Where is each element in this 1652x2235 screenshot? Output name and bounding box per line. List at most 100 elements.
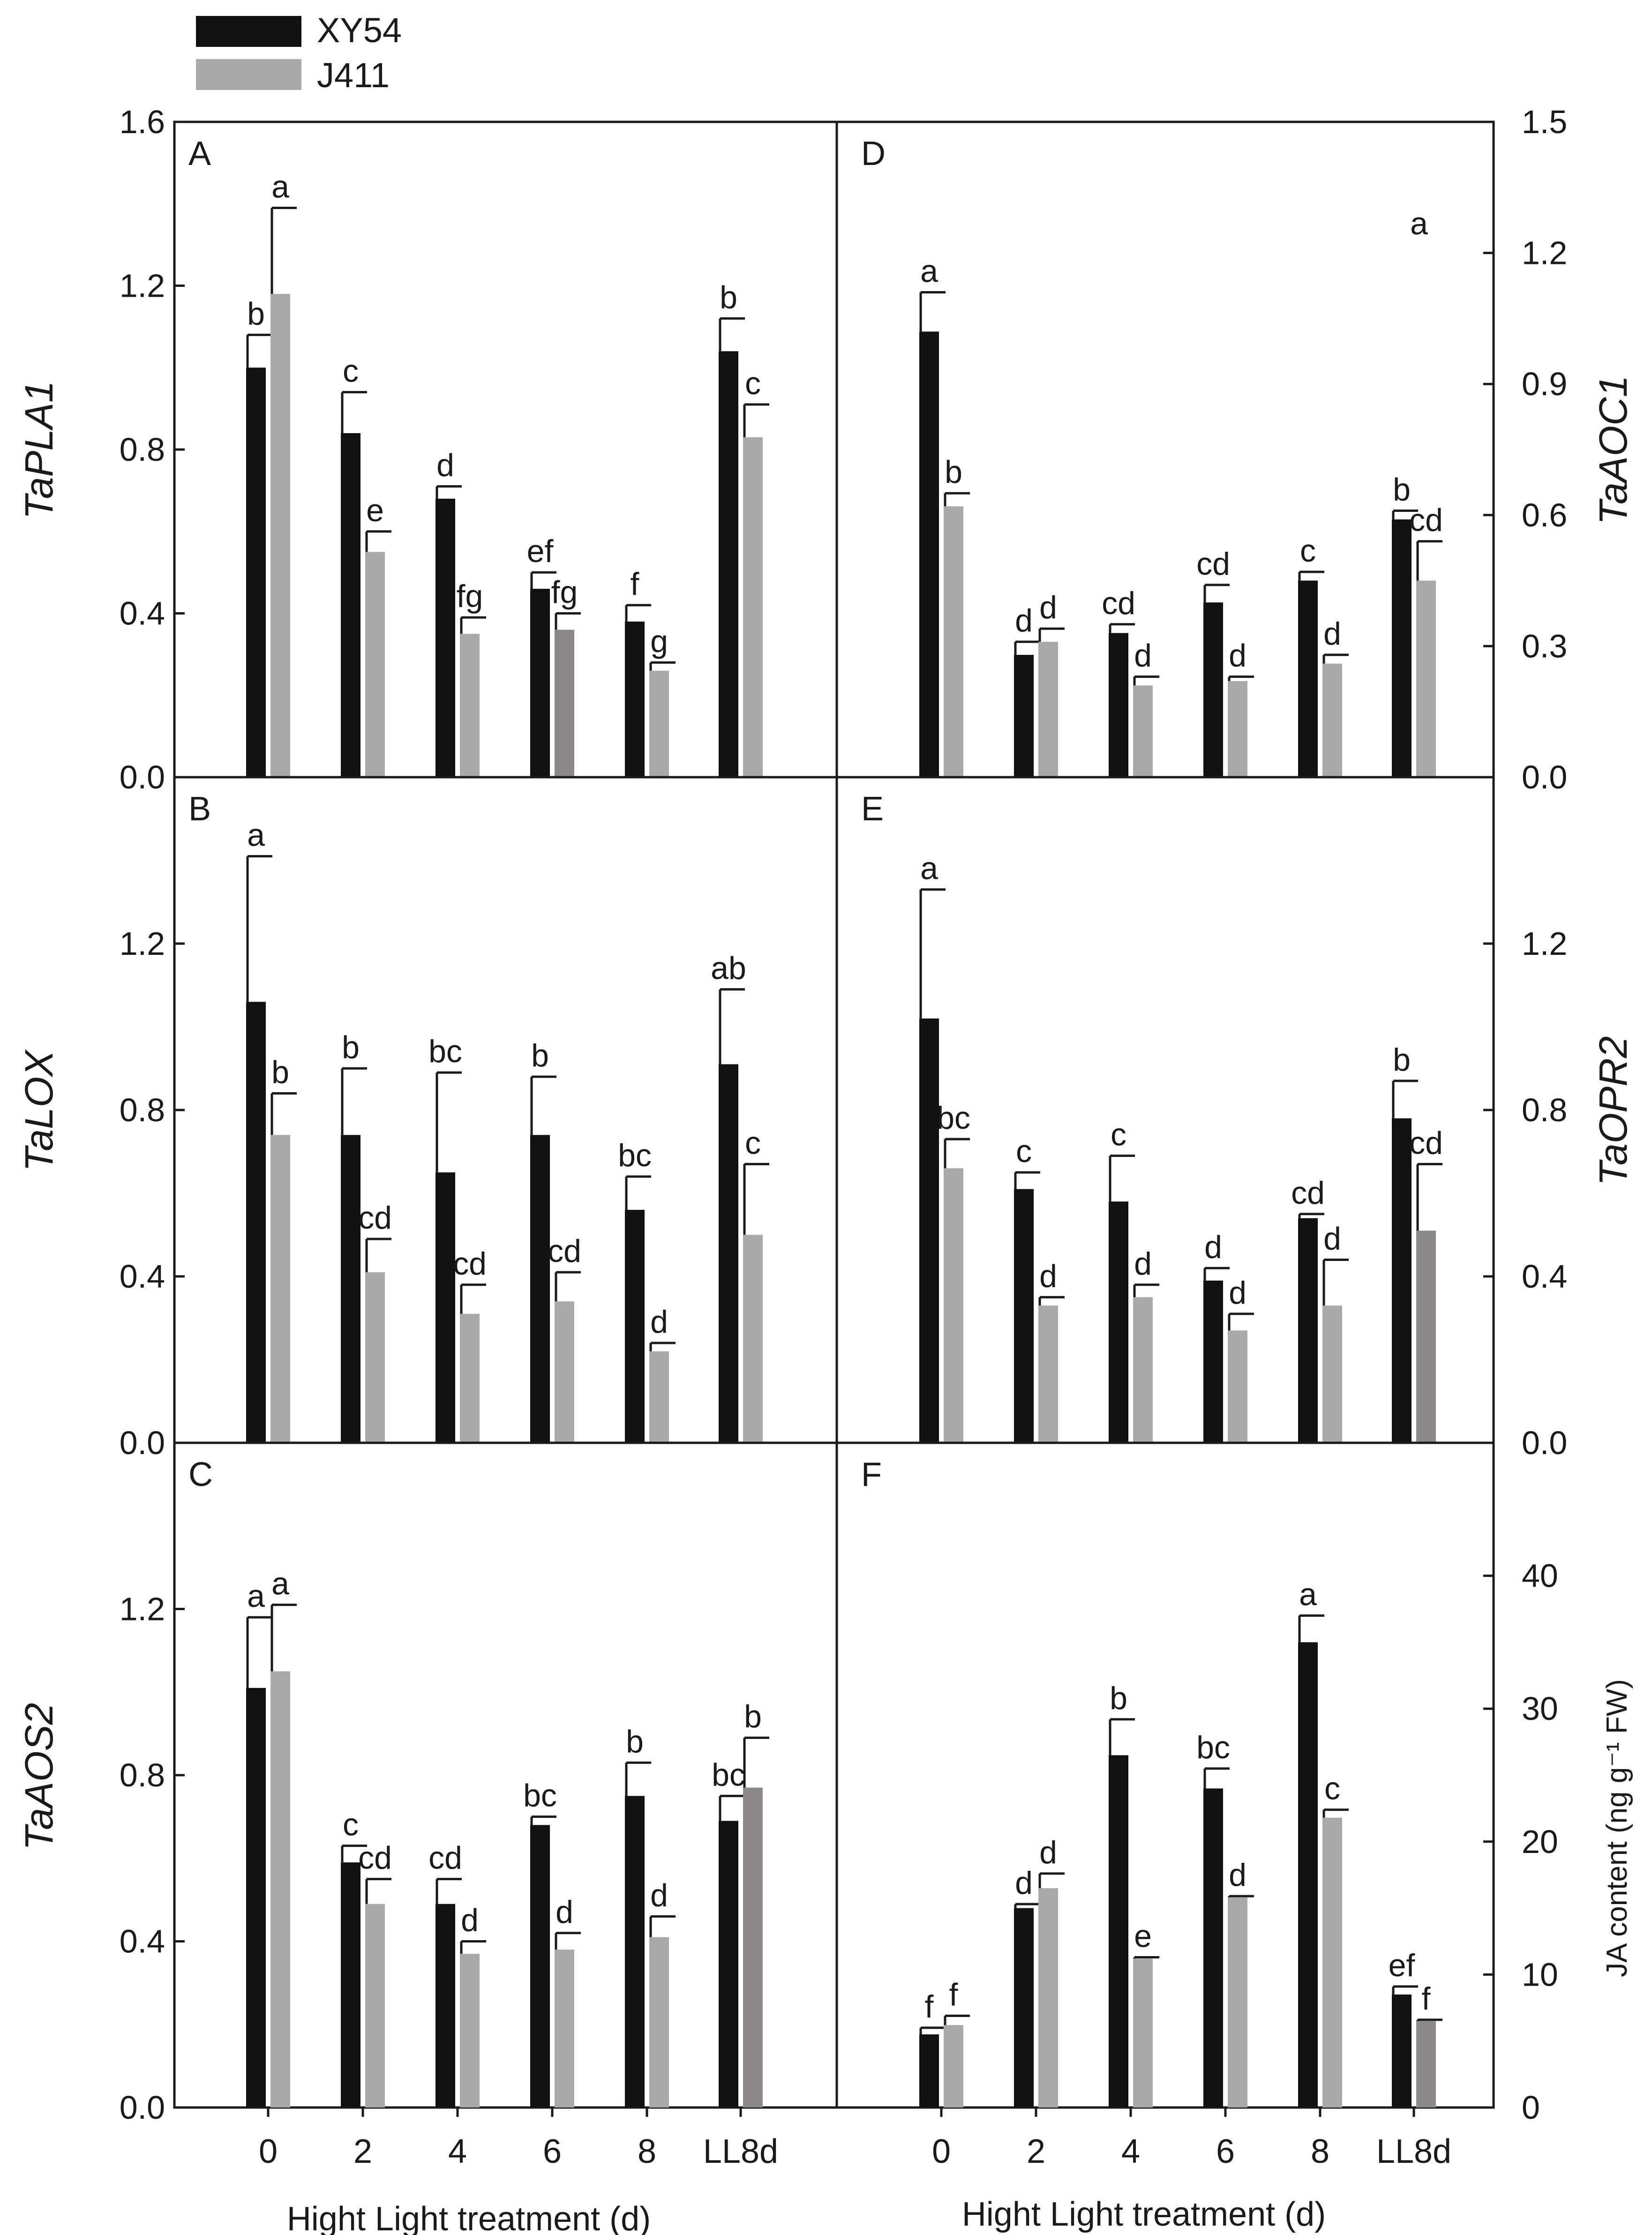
ylabel-panel-e: TaOPR2 [1591,1036,1635,1185]
y-tick-label: 0.8 [120,1092,165,1128]
significance-letter: c [343,353,359,389]
bar-c-xy54-8 [625,1796,645,2108]
ylabel-panel-c: TaAOS2 [17,1703,61,1850]
significance-letter: b [744,1699,762,1734]
significance-letter: d [650,1304,668,1340]
bar-c-j411-0 [270,1671,290,2108]
ylabel-panel-f: JA content (ng g⁻¹ FW) [1601,1679,1633,1977]
significance-letter: d [1039,1258,1057,1294]
bar-d-xy54-8 [1298,580,1318,777]
significance-letter: c [1111,1117,1126,1153]
y-tick-label: 0.6 [1522,497,1567,533]
bar-b-j411-4 [460,1313,480,1443]
bar-d-xy54-4 [1109,633,1128,777]
bar-c-j411-4 [460,1954,480,2108]
significance-letter: f [631,566,639,602]
legend-swatch-xy54 [196,16,301,47]
bar-e-j411-0 [944,1168,963,1443]
bar-b-j411-0 [270,1135,290,1443]
bar-c-j411-6 [555,1950,574,2108]
y-tick-label: 20 [1522,1823,1558,1860]
x-tick-label: LL8d [703,2133,778,2170]
bar-a-xy54-6 [530,589,550,777]
x-tick-label: 0 [259,2133,278,2170]
y-tick-label: 0.8 [120,431,165,468]
significance-letter: b [1393,472,1411,507]
significance-letter: d [650,1877,668,1913]
bar-b-j411-2 [365,1272,385,1443]
significance-letter: cd [1196,546,1230,582]
bar-b-j411-8 [649,1351,669,1443]
legend-swatch-j411 [196,59,301,90]
panel-a: A 0.0 0.4 0.8 1.2 1.6 b c d ef f b a e fg fg g c [120,104,838,795]
significance-letter: e [1134,1919,1152,1954]
significance-letter: ef [1389,1948,1415,1983]
significance-letter: d [1134,638,1152,674]
significance-letter: d [436,448,454,483]
bar-f-xy54-8 [1298,1642,1318,2108]
significance-letter: b [247,296,265,331]
y-tick-label: 0.4 [120,595,165,632]
xlabel-right: Hight Light treatment (d) [962,2196,1326,2233]
significance-letter: b [342,1029,360,1065]
bar-f-xy54-0 [919,2034,939,2108]
significance-letter: d [1204,1229,1222,1265]
panel-letter-c: C [188,1456,213,1493]
bar-f-j411-2 [1038,1888,1058,2108]
significance-letter: f [949,1977,958,2012]
significance-letter: a [920,253,938,289]
bar-c-xy54-ll8d [719,1821,738,2108]
legend: XY54 J411 [196,11,402,95]
significance-letter: d [1015,603,1033,638]
significance-letter: b [720,279,737,315]
significance-letter: ab [711,951,746,986]
bar-a-xy54-ll8d [719,351,738,777]
significance-letter: cd [428,1840,462,1876]
x-tick-label: 6 [543,2133,562,2170]
bar-e-xy54-0 [919,1018,939,1443]
y-tick-label: 0.0 [120,2089,165,2126]
bar-e-j411-ll8d [1416,1230,1436,1443]
x-tick-label: 8 [638,2133,656,2170]
significance-letter: cd [1102,585,1135,621]
panel-letter-f: F [861,1456,882,1493]
significance-letter: d [1323,616,1341,652]
significance-letter: a [247,1578,265,1614]
significance-letter: f [925,1989,934,2025]
legend-label-xy54: XY54 [317,11,402,50]
bar-c-xy54-0 [246,1688,266,2108]
bar-a-j411-2 [365,552,385,777]
ylabel-panel-d: TaAOC1 [1591,375,1635,525]
y-tick-label: 0.0 [1522,1425,1567,1461]
y-tick-label: 0.0 [1522,759,1567,795]
significance-letter: d [1229,1275,1247,1311]
bar-b-xy54-8 [625,1210,645,1443]
y-tick-label: 0.4 [120,1923,165,1960]
panel-annotation: a [1410,206,1428,241]
bar-f-j411-6 [1228,1897,1247,2108]
bar-d-xy54-2 [1014,655,1034,777]
significance-letter: cd [548,1233,581,1269]
significance-letter: b [1393,1042,1411,1078]
significance-letter: cd [1409,502,1443,538]
bar-a-xy54-2 [341,433,360,777]
y-tick-label: 0.0 [120,1425,165,1461]
x-tick-label: 4 [1121,2133,1140,2170]
y-tick-label: 1.6 [120,104,165,140]
significance-letter: d [1039,590,1057,625]
significance-letter: a [271,1566,289,1602]
bar-c-xy54-6 [530,1825,550,2108]
y-tick-label: 0.8 [1522,1092,1567,1128]
bar-a-j411-0 [270,293,290,777]
panel-letter-e: E [861,790,884,828]
bar-e-xy54-8 [1298,1218,1318,1443]
significance-letter: a [1299,1577,1317,1612]
significance-letter: bc [523,1778,557,1814]
bar-b-xy54-0 [246,1002,266,1443]
panel-letter-a: A [188,135,211,172]
significance-letter: fg [457,578,483,614]
significance-letter: c [745,366,761,401]
y-tick-label: 30 [1522,1690,1558,1727]
bar-f-j411-4 [1133,1958,1153,2108]
